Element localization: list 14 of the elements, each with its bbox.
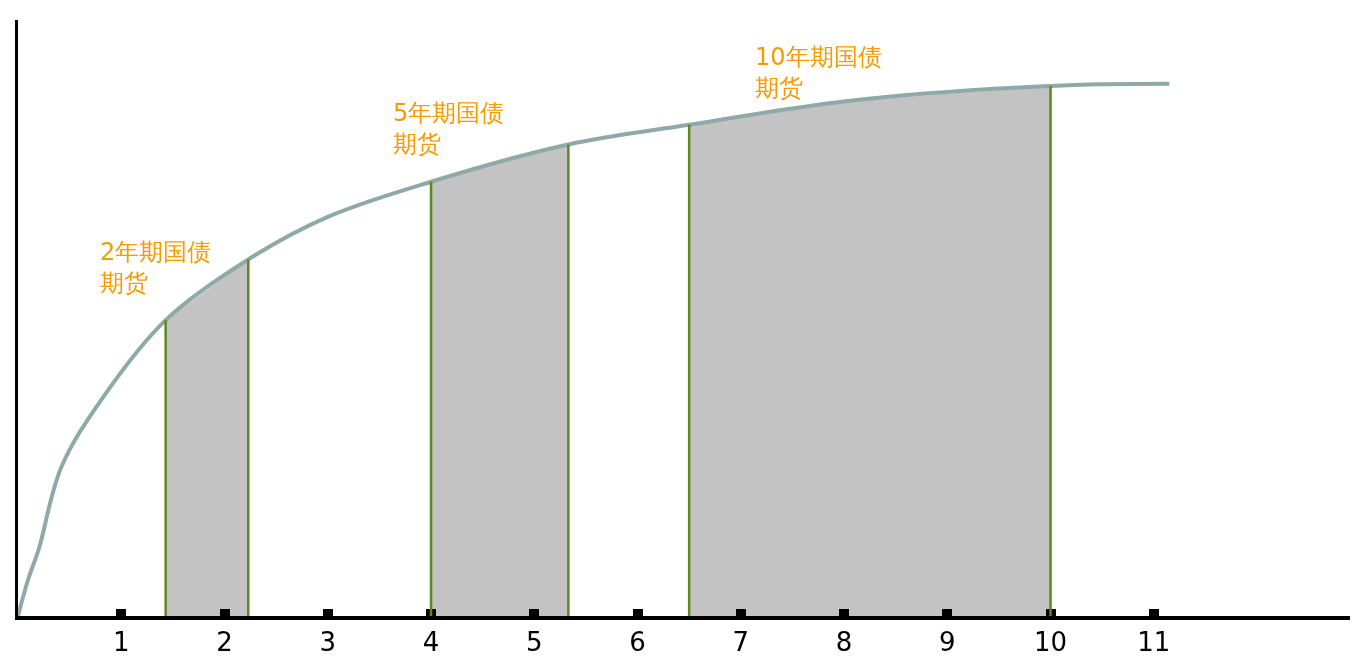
x-tick-label: 6 — [629, 627, 646, 658]
x-tick-label: 4 — [422, 627, 440, 658]
band-label: 10年期国债期货 — [755, 43, 882, 103]
x-tick-label: 7 — [732, 627, 750, 658]
x-tick-label: 1 — [112, 627, 130, 658]
band-label: 5年期国债期货 — [393, 99, 505, 159]
x-tick-label: 2 — [216, 627, 233, 658]
x-tick-label: 10 — [1034, 627, 1068, 658]
x-tick-label: 11 — [1137, 627, 1171, 658]
x-tick-label: 8 — [835, 627, 853, 658]
x-tick-label: 9 — [939, 627, 956, 658]
band-label: 2年期国债期货 — [100, 238, 212, 298]
x-tick-label: 3 — [319, 627, 337, 658]
x-tick-label: 5 — [526, 627, 543, 658]
